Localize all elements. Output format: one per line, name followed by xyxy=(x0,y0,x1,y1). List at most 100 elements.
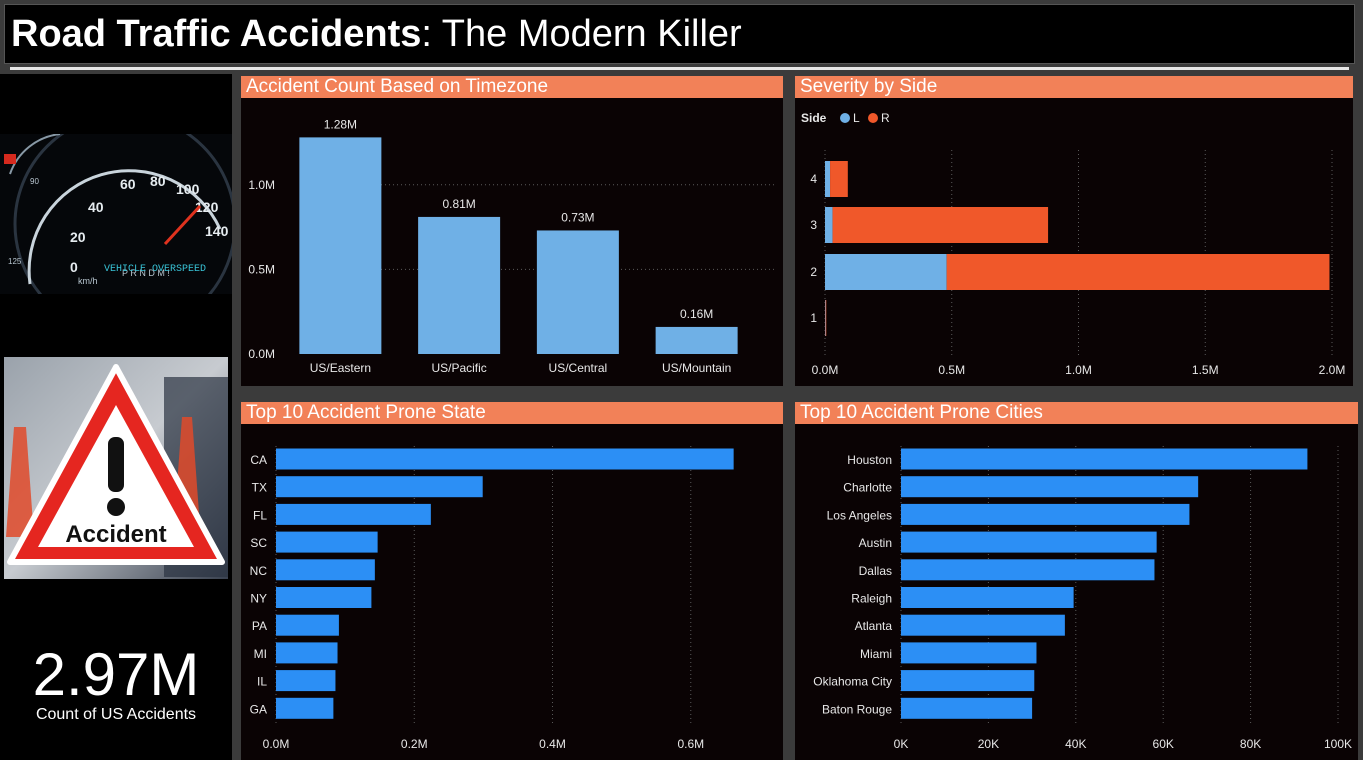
timezone-panel: Accident Count Based on Timezone 0.0M 0.5… xyxy=(241,76,783,386)
city-bar xyxy=(901,503,1190,525)
timezone-bar xyxy=(418,216,501,354)
severity-bar-segment xyxy=(825,300,826,336)
x-tick-label: 0K xyxy=(894,737,909,751)
svg-text:120: 120 xyxy=(195,199,219,215)
states-panel-title: Top 10 Accident Prone State xyxy=(241,402,783,424)
svg-text:km/h: km/h xyxy=(78,276,98,286)
y-tick-label: CA xyxy=(250,453,267,467)
city-bar xyxy=(901,697,1033,719)
state-bar xyxy=(276,670,336,692)
state-bar xyxy=(276,503,431,525)
svg-text:P R N D M !: P R N D M ! xyxy=(122,268,170,278)
timezone-bar xyxy=(655,326,738,354)
legend-title: Side xyxy=(801,111,827,125)
city-bar xyxy=(901,614,1065,636)
severity-bar-segment xyxy=(946,254,1330,290)
speedometer-image: 20 40 60 80 100 120 140 0 km/h P R N D M… xyxy=(0,134,232,294)
states-panel: Top 10 Accident Prone State 0.0M 0.2M 0.4M… xyxy=(241,402,783,760)
severity-bar-segment xyxy=(825,300,827,336)
svg-text:0: 0 xyxy=(70,259,78,275)
state-bar xyxy=(276,642,338,664)
data-label: 1.28M xyxy=(324,117,357,131)
timezone-bar xyxy=(536,230,619,354)
y-tick-label: NC xyxy=(250,564,268,578)
x-tick-label: 60K xyxy=(1153,737,1174,751)
city-bar xyxy=(901,559,1155,581)
city-bar xyxy=(901,587,1074,608)
y-tick-label: IL xyxy=(257,675,267,689)
y-tick-label: Miami xyxy=(860,647,892,661)
severity-bar-segment xyxy=(825,254,947,290)
y-tick-label: 3 xyxy=(810,218,817,232)
cities-chart: 0K 20K 40K 60K 80K 100K Houston Charlotte Los An… xyxy=(813,446,1352,751)
svg-text:90: 90 xyxy=(30,177,39,186)
svg-text:20: 20 xyxy=(70,229,86,245)
state-bar xyxy=(276,559,375,581)
severity-bar-segment xyxy=(825,207,833,243)
svg-text:60: 60 xyxy=(120,176,136,192)
legend-label: L xyxy=(853,111,860,125)
timezone-panel-title: Accident Count Based on Timezone xyxy=(241,76,783,98)
kpi-value: 2.97M xyxy=(32,641,200,708)
state-bar xyxy=(276,614,339,636)
y-tick-label: FL xyxy=(253,508,267,522)
city-bar xyxy=(901,670,1035,692)
city-bar xyxy=(901,531,1157,553)
severity-panel-title: Severity by Side xyxy=(795,76,1353,98)
y-tick-label: 1.0M xyxy=(248,178,275,192)
legend-marker xyxy=(840,113,850,123)
y-tick-label: 2 xyxy=(810,265,817,279)
x-tick-label: US/Mountain xyxy=(662,361,731,375)
x-tick-label: 2.0M xyxy=(1319,363,1346,377)
y-tick-label: PA xyxy=(252,619,267,633)
kpi-label: Count of US Accidents xyxy=(35,706,197,723)
state-bar xyxy=(276,697,334,719)
y-tick-label: Houston xyxy=(847,453,892,467)
accident-sign-image: Accident xyxy=(4,357,228,579)
y-tick-label: TX xyxy=(252,481,267,495)
severity-bar-segment xyxy=(832,207,1049,243)
states-chart: 0.0M 0.2M 0.4M 0.6M CA TX FL SC NC NY PA MI IL GA xyxy=(250,446,734,751)
y-tick-label: MI xyxy=(254,647,267,661)
city-bar xyxy=(901,448,1308,470)
y-tick-label: Austin xyxy=(859,536,892,550)
city-bar xyxy=(901,476,1199,498)
accident-sign-text: Accident xyxy=(65,521,166,548)
overspeed-text: VEHICLE OVERSPEED xyxy=(104,264,206,275)
y-tick-label: Los Angeles xyxy=(827,508,892,522)
data-label: 0.81M xyxy=(442,197,475,211)
y-tick-label: Baton Rouge xyxy=(822,702,892,716)
data-label: 0.16M xyxy=(680,307,713,321)
data-label: 0.73M xyxy=(561,210,594,224)
severity-bar-segment xyxy=(830,161,848,197)
x-tick-label: US/Eastern xyxy=(310,361,371,375)
y-tick-label: SC xyxy=(250,536,267,550)
state-bar xyxy=(276,448,734,470)
x-tick-label: 0.5M xyxy=(938,363,965,377)
legend-marker xyxy=(868,113,878,123)
timezone-bar xyxy=(299,137,382,354)
x-tick-label: 1.0M xyxy=(1065,363,1092,377)
timezone-chart: 0.0M 0.5M 1.0M 1.28M US/Eastern 0.81M US/Pacif… xyxy=(248,117,776,375)
dashboard-header: Road Traffic Accidents: The Modern Kille… xyxy=(4,4,1355,64)
y-tick-label: Raleigh xyxy=(851,592,892,606)
y-tick-label: Atlanta xyxy=(855,619,893,633)
y-tick-label: GA xyxy=(250,702,267,716)
x-tick-label: 1.5M xyxy=(1192,363,1219,377)
severity-chart: Side L R 0.0M 0.5M 1.0M 1.5M 2.0M 4 3 2 1 xyxy=(801,111,1346,377)
svg-text:80: 80 xyxy=(150,173,166,189)
y-tick-label: Charlotte xyxy=(843,481,892,495)
header-divider xyxy=(10,67,1349,70)
state-bar xyxy=(276,587,372,608)
svg-text:100: 100 xyxy=(176,181,200,197)
legend-label: R xyxy=(881,111,890,125)
severity-bar-segment xyxy=(825,161,831,197)
cities-panel: Top 10 Accident Prone Cities 0K 20K 40K 60K… xyxy=(795,402,1358,760)
x-tick-label: 0.0M xyxy=(263,737,290,751)
x-tick-label: 0.6M xyxy=(677,737,704,751)
state-bar xyxy=(276,531,378,553)
y-tick-label: NY xyxy=(250,592,267,606)
y-tick-label: 0.0M xyxy=(248,347,275,361)
x-tick-label: 0.4M xyxy=(539,737,566,751)
x-tick-label: 100K xyxy=(1324,737,1352,751)
